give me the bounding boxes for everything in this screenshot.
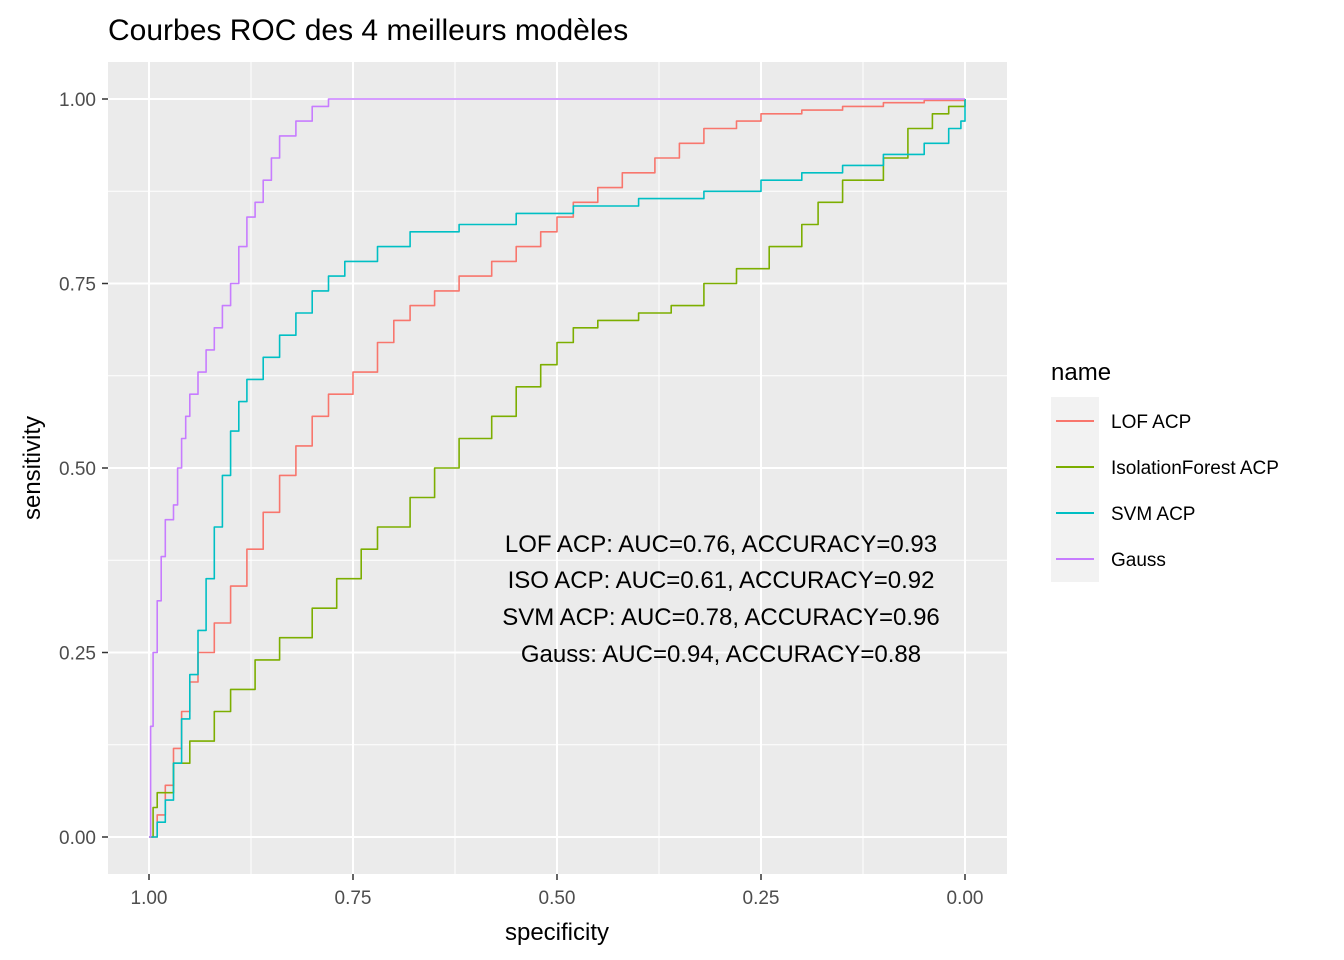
annotation-line-0: LOF ACP: AUC=0.76, ACCURACY=0.93 — [505, 531, 937, 558]
annotation-line-2: SVM ACP: AUC=0.78, ACCURACY=0.96 — [502, 604, 940, 631]
y-tick-label: 0.25 — [59, 644, 96, 665]
grid-major — [108, 62, 1007, 874]
annotation-line-3: Gauss: AUC=0.94, ACCURACY=0.88 — [521, 641, 921, 668]
y-tick-label: 0.75 — [59, 275, 96, 296]
annotation-line-1: ISO ACP: AUC=0.61, ACCURACY=0.92 — [508, 567, 935, 594]
series-line-gauss — [149, 98, 965, 838]
legend-label: SVM ACP — [1111, 504, 1195, 525]
x-axis-title: specificity — [505, 919, 609, 946]
legend-items: LOF ACP IsolationForest ACP SVM ACP Gauss — [1051, 397, 1279, 582]
series-line-isolationforest-acp — [149, 99, 966, 838]
legend-title: name — [1051, 359, 1111, 386]
chart-title: Courbes ROC des 4 meilleurs modèles — [108, 14, 628, 47]
y-tick-label: 1.00 — [59, 90, 96, 111]
y-tick-label: 0.50 — [59, 459, 96, 480]
x-tick-label: 0.25 — [743, 888, 780, 909]
annotation-block: LOF ACP: AUC=0.76, ACCURACY=0.93 ISO ACP… — [502, 531, 940, 668]
x-tick-label: 1.00 — [131, 888, 168, 909]
y-axis-title: sensitivity — [19, 416, 46, 520]
x-tick-label: 0.00 — [947, 888, 984, 909]
y-tick-label: 0.00 — [59, 828, 96, 849]
legend-label: LOF ACP — [1111, 412, 1191, 433]
x-tick-label: 0.50 — [539, 888, 576, 909]
series-line-lof-acp — [149, 99, 966, 838]
x-tick-label: 0.75 — [335, 888, 372, 909]
series-line-svm-acp — [149, 99, 966, 838]
tick-layer: 1.00 0.75 0.50 0.25 0.00 0.00 0.25 0.50 0.75 1.00 — [59, 90, 983, 909]
series-layer — [149, 98, 966, 838]
legend: name LOF ACP IsolationForest ACP SVM ACP Ga… — [1051, 359, 1279, 582]
legend-label: IsolationForest ACP — [1111, 458, 1279, 479]
legend-label: Gauss — [1111, 550, 1166, 571]
